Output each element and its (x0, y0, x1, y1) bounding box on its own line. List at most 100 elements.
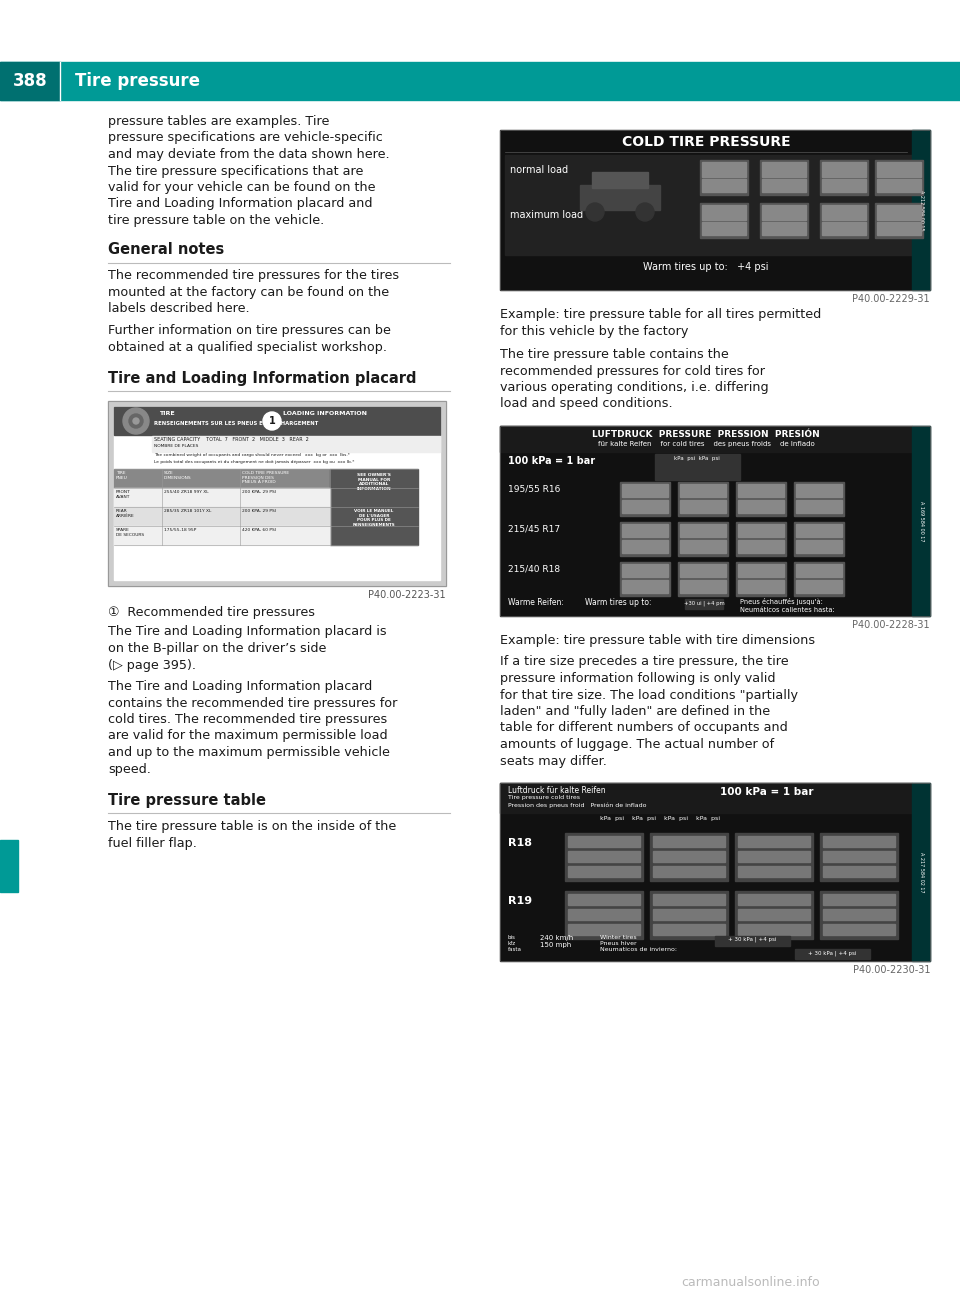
Bar (877, 161, 921, 177)
Text: for that tire size. The load conditions "partially: for that tire size. The load conditions … (500, 689, 798, 702)
Text: ①  Recommended tire pressures: ① Recommended tire pressures (108, 605, 315, 618)
Text: 100 kPa = 1 bar: 100 kPa = 1 bar (508, 456, 595, 466)
Bar (568, 924, 640, 935)
Bar (820, 160, 868, 195)
Bar (500, 783, 912, 812)
Text: valid for your vehicle can be found on the: valid for your vehicle can be found on t… (108, 181, 375, 194)
Bar (505, 155, 912, 255)
Bar (736, 482, 786, 516)
Bar (500, 130, 930, 290)
Bar (620, 482, 670, 516)
Bar (912, 426, 930, 616)
Text: 195/55 R16: 195/55 R16 (508, 484, 561, 493)
Text: Neumáticos calientes hasta:: Neumáticos calientes hasta: (740, 607, 835, 613)
Bar (568, 909, 640, 921)
Text: amounts of luggage. The actual number of: amounts of luggage. The actual number of (500, 738, 774, 751)
Circle shape (586, 203, 604, 221)
Bar (823, 924, 895, 935)
Text: The tire pressure table contains the: The tire pressure table contains the (500, 348, 729, 361)
Text: Winter tires
Pneus hiver
Neumaticos de invierno:: Winter tires Pneus hiver Neumaticos de i… (600, 935, 677, 952)
Bar (796, 540, 842, 553)
Bar (650, 833, 728, 881)
Text: pressure specifications are vehicle-specific: pressure specifications are vehicle-spec… (108, 132, 383, 145)
Text: The tire pressure specifications that are: The tire pressure specifications that ar… (108, 164, 364, 177)
Bar (823, 909, 895, 921)
Bar (114, 408, 440, 579)
Bar (760, 160, 808, 195)
Text: Example: tire pressure table with tire dimensions: Example: tire pressure table with tire d… (500, 634, 815, 647)
Text: Tire and Loading Information placard: Tire and Loading Information placard (108, 371, 417, 385)
Bar (760, 203, 808, 238)
Text: A 217 584 02 17: A 217 584 02 17 (919, 852, 924, 892)
Text: table for different numbers of occupants and: table for different numbers of occupants… (500, 721, 788, 734)
Bar (620, 562, 670, 596)
Text: Pression des pneus froid   Presión de inflado: Pression des pneus froid Presión de infl… (508, 802, 646, 807)
Text: 215/40 R18: 215/40 R18 (508, 564, 560, 573)
Bar (702, 178, 746, 191)
Bar (500, 426, 930, 616)
Text: Example: tire pressure table for all tires permitted: Example: tire pressure table for all tir… (500, 309, 821, 322)
Bar (568, 894, 640, 905)
Bar (622, 523, 668, 536)
Bar (738, 852, 810, 862)
Bar (653, 924, 725, 935)
Bar (685, 599, 723, 609)
Text: tire pressure table on the vehicle.: tire pressure table on the vehicle. (108, 214, 324, 227)
Bar (653, 852, 725, 862)
Text: RENSEIGNEMENTS SUR LES PNEUS ET LE CHARGEMENT: RENSEIGNEMENTS SUR LES PNEUS ET LE CHARG… (154, 421, 319, 426)
Bar (500, 426, 930, 616)
Text: VOIR LE MANUEL
DE L'USAGER
POUR PLUS DE
RENSEIGNEMENTS: VOIR LE MANUEL DE L'USAGER POUR PLUS DE … (352, 509, 396, 527)
Bar (822, 223, 866, 234)
Bar (794, 482, 844, 516)
Text: + 30 kPa | +4 psi: + 30 kPa | +4 psi (728, 937, 777, 943)
Text: Tire pressure cold tires: Tire pressure cold tires (508, 796, 580, 799)
Text: 285/35 ZR18 101Y XL: 285/35 ZR18 101Y XL (164, 509, 211, 513)
Text: speed.: speed. (108, 763, 151, 776)
Bar (796, 579, 842, 592)
Circle shape (129, 414, 143, 428)
Text: mounted at the factory can be found on the: mounted at the factory can be found on t… (108, 286, 389, 299)
Text: The combined weight of occupants and cargo should never exceed   xxx  kg or  xxx: The combined weight of occupants and car… (154, 453, 350, 457)
Bar (794, 562, 844, 596)
Bar (0, 62, 960, 100)
Text: SEATING CAPACITY    TOTAL  7   FRONT  2   MIDDLE  3   REAR  2: SEATING CAPACITY TOTAL 7 FRONT 2 MIDDLE … (154, 437, 309, 441)
Bar (700, 203, 748, 238)
Text: for this vehicle by the factory: for this vehicle by the factory (500, 324, 688, 337)
Text: fuel filler flap.: fuel filler flap. (108, 836, 197, 849)
Text: and up to the maximum permissible vehicle: and up to the maximum permissible vehicl… (108, 746, 390, 759)
Bar (680, 523, 726, 536)
Text: Pneus échauffés jusqu'à:: Pneus échauffés jusqu'à: (740, 598, 823, 605)
Bar (568, 866, 640, 878)
Text: TIRE
PNEU: TIRE PNEU (116, 471, 128, 479)
Text: Warm tires up to:   +4 psi: Warm tires up to: +4 psi (643, 262, 769, 272)
Bar (796, 564, 842, 577)
Text: maximum load: maximum load (510, 210, 583, 220)
Bar (796, 484, 842, 497)
Text: Luftdruck für kalte Reifen: Luftdruck für kalte Reifen (508, 786, 606, 796)
Text: Tire pressure: Tire pressure (75, 72, 200, 90)
Bar (877, 204, 921, 220)
Bar (565, 833, 643, 881)
Text: The Tire and Loading Information placard: The Tire and Loading Information placard (108, 680, 372, 693)
Text: pressure information following is only valid: pressure information following is only v… (500, 672, 776, 685)
Text: Tire and Loading Information placard and: Tire and Loading Information placard and (108, 198, 372, 211)
Bar (653, 894, 725, 905)
Text: The tire pressure table is on the inside of the: The tire pressure table is on the inside… (108, 820, 396, 833)
Bar (653, 836, 725, 848)
Bar (114, 469, 330, 488)
Text: SEE OWNER'S
MANUAL FOR
ADDITIONAL
INFORMATION: SEE OWNER'S MANUAL FOR ADDITIONAL INFORM… (357, 473, 392, 491)
Bar (680, 564, 726, 577)
Text: seats may differ.: seats may differ. (500, 754, 607, 767)
Bar (762, 223, 806, 234)
Text: A 169 584 00 17: A 169 584 00 17 (919, 501, 924, 542)
Bar (738, 523, 784, 536)
Text: P40.00-2228-31: P40.00-2228-31 (852, 620, 930, 630)
Bar (565, 891, 643, 939)
Bar (875, 203, 923, 238)
Text: laden" and "fully laden" are defined in the: laden" and "fully laden" are defined in … (500, 704, 770, 717)
Text: General notes: General notes (108, 242, 225, 258)
Bar (823, 836, 895, 848)
Bar (622, 579, 668, 592)
Text: 200 KPA, 29 PSI: 200 KPA, 29 PSI (242, 490, 276, 493)
Text: COLD TIRE PRESSURE
PRESSION DES
PNEUS À FROID: COLD TIRE PRESSURE PRESSION DES PNEUS À … (242, 471, 289, 484)
